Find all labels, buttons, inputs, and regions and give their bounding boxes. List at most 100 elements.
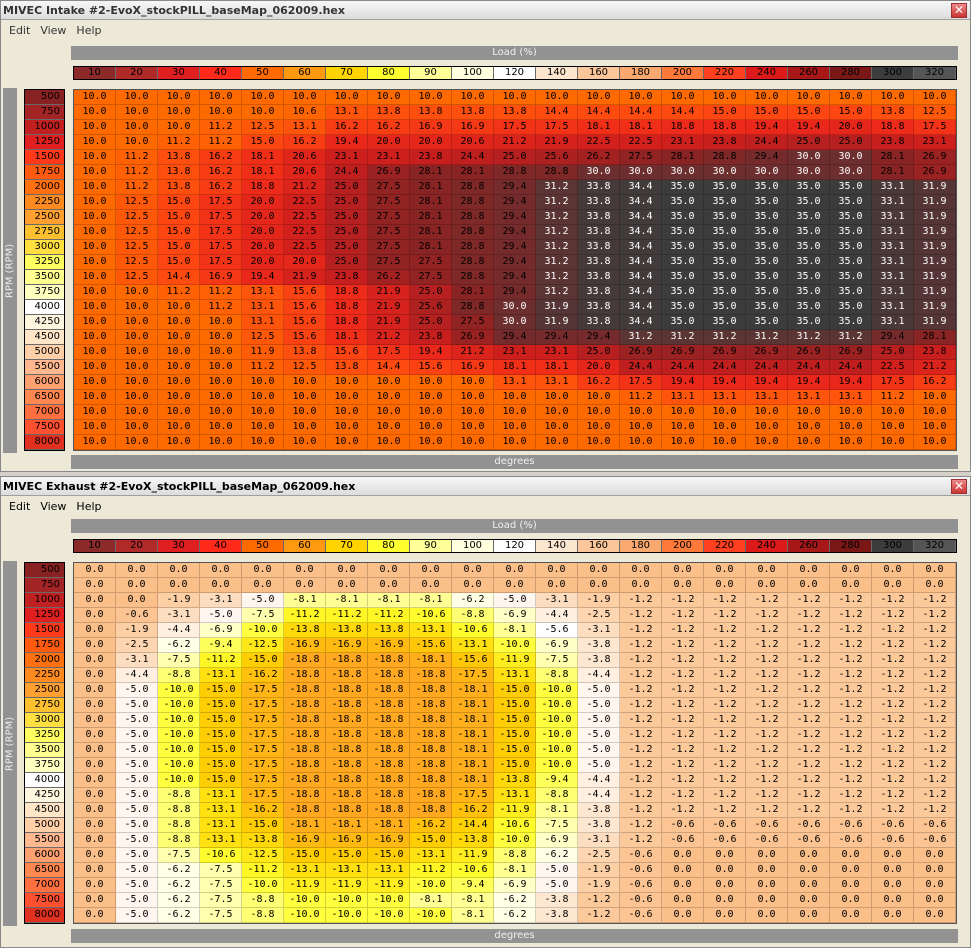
map-cell[interactable]: 10.0 [74, 90, 116, 105]
map-cell[interactable]: 31.2 [620, 330, 662, 345]
map-cell[interactable]: 10.0 [284, 435, 326, 450]
map-cell[interactable]: 0.0 [788, 908, 830, 923]
map-cell[interactable]: 10.0 [200, 315, 242, 330]
map-cell[interactable]: -1.2 [704, 743, 746, 758]
map-cell[interactable]: 17.5 [200, 195, 242, 210]
map-cell[interactable]: -8.1 [452, 893, 494, 908]
map-cell[interactable]: 10.6 [284, 105, 326, 120]
map-cell[interactable]: 15.0 [746, 105, 788, 120]
map-cell[interactable]: -1.2 [872, 683, 914, 698]
map-cell[interactable]: -1.2 [620, 743, 662, 758]
map-cell[interactable]: -18.8 [326, 728, 368, 743]
map-cell[interactable]: 30.0 [830, 165, 872, 180]
intake-menu-view[interactable]: View [40, 24, 67, 37]
map-cell[interactable]: 29.4 [494, 180, 536, 195]
map-cell[interactable]: -6.2 [158, 638, 200, 653]
map-cell[interactable]: 20.6 [284, 150, 326, 165]
map-cell[interactable]: 10.0 [788, 405, 830, 420]
exhaust-titlebar[interactable]: MIVEC Exhaust #2-EvoX_stockPILL_baseMap_… [1, 477, 970, 496]
map-cell[interactable]: -10.0 [158, 683, 200, 698]
map-cell[interactable]: 34.4 [620, 240, 662, 255]
map-cell[interactable]: -17.5 [242, 698, 284, 713]
map-cell[interactable]: -1.2 [578, 893, 620, 908]
map-cell[interactable]: -1.2 [704, 758, 746, 773]
map-cell[interactable]: -1.2 [914, 653, 956, 668]
map-cell[interactable]: 26.2 [578, 150, 620, 165]
map-cell[interactable]: 10.0 [200, 435, 242, 450]
map-cell[interactable]: -1.2 [788, 623, 830, 638]
map-cell[interactable]: -0.6 [788, 833, 830, 848]
map-cell[interactable]: 14.4 [368, 360, 410, 375]
map-cell[interactable]: 10.0 [242, 105, 284, 120]
map-cell[interactable]: 35.0 [662, 225, 704, 240]
map-cell[interactable]: 0.0 [872, 908, 914, 923]
map-cell[interactable]: 13.1 [494, 375, 536, 390]
map-cell[interactable]: 10.0 [410, 90, 452, 105]
map-cell[interactable]: -15.0 [494, 743, 536, 758]
map-cell[interactable]: -18.8 [368, 743, 410, 758]
map-cell[interactable]: 15.0 [242, 135, 284, 150]
map-cell[interactable]: 35.0 [704, 270, 746, 285]
map-cell[interactable]: -1.2 [914, 638, 956, 653]
map-cell[interactable]: 29.4 [494, 210, 536, 225]
map-cell[interactable]: 33.8 [578, 195, 620, 210]
map-cell[interactable]: -15.0 [200, 758, 242, 773]
map-cell[interactable]: 28.8 [452, 180, 494, 195]
map-cell[interactable]: 12.5 [116, 210, 158, 225]
map-cell[interactable]: 18.8 [326, 300, 368, 315]
map-cell[interactable]: 10.0 [830, 90, 872, 105]
map-cell[interactable]: 23.1 [368, 150, 410, 165]
map-cell[interactable]: 24.4 [746, 360, 788, 375]
map-cell[interactable]: 19.4 [746, 375, 788, 390]
map-cell[interactable]: -7.5 [200, 863, 242, 878]
map-cell[interactable]: 35.0 [704, 300, 746, 315]
map-cell[interactable]: -5.0 [116, 758, 158, 773]
map-cell[interactable]: 31.9 [914, 225, 956, 240]
map-cell[interactable]: 25.0 [326, 255, 368, 270]
map-cell[interactable]: 11.2 [158, 135, 200, 150]
map-cell[interactable]: 10.0 [662, 90, 704, 105]
map-cell[interactable]: 26.9 [914, 150, 956, 165]
map-cell[interactable]: -1.2 [746, 623, 788, 638]
map-cell[interactable]: -5.0 [116, 833, 158, 848]
map-cell[interactable]: -10.0 [368, 893, 410, 908]
map-cell[interactable]: 11.2 [200, 300, 242, 315]
map-cell[interactable]: 0.0 [830, 908, 872, 923]
map-cell[interactable]: 10.0 [158, 435, 200, 450]
map-cell[interactable]: -1.2 [872, 593, 914, 608]
map-cell[interactable]: 10.0 [578, 405, 620, 420]
map-cell[interactable]: -10.0 [284, 893, 326, 908]
map-cell[interactable]: 10.0 [116, 375, 158, 390]
map-cell[interactable]: -1.2 [788, 638, 830, 653]
map-cell[interactable]: -18.8 [284, 668, 326, 683]
map-cell[interactable]: 0.0 [74, 563, 116, 578]
map-cell[interactable]: 35.0 [746, 285, 788, 300]
map-cell[interactable]: 18.8 [662, 120, 704, 135]
map-cell[interactable]: -13.1 [326, 863, 368, 878]
map-cell[interactable]: 17.5 [200, 210, 242, 225]
map-cell[interactable]: -18.1 [452, 713, 494, 728]
map-cell[interactable]: -0.6 [914, 833, 956, 848]
map-cell[interactable]: 19.4 [326, 135, 368, 150]
map-cell[interactable]: 18.1 [242, 150, 284, 165]
map-cell[interactable]: 21.9 [368, 285, 410, 300]
map-cell[interactable]: 12.5 [284, 360, 326, 375]
map-cell[interactable]: -8.8 [158, 803, 200, 818]
map-cell[interactable]: -3.8 [578, 818, 620, 833]
map-cell[interactable]: 33.1 [872, 255, 914, 270]
map-cell[interactable]: -1.2 [830, 773, 872, 788]
map-cell[interactable]: 10.0 [410, 405, 452, 420]
map-cell[interactable]: 10.0 [494, 405, 536, 420]
map-cell[interactable]: -18.8 [368, 773, 410, 788]
map-cell[interactable]: -1.2 [704, 728, 746, 743]
map-cell[interactable]: 35.0 [788, 240, 830, 255]
map-cell[interactable]: -16.9 [326, 638, 368, 653]
map-cell[interactable]: -18.8 [284, 713, 326, 728]
map-cell[interactable]: 33.8 [578, 225, 620, 240]
map-cell[interactable]: -15.6 [452, 653, 494, 668]
map-cell[interactable]: -1.2 [788, 728, 830, 743]
map-cell[interactable]: -7.5 [536, 653, 578, 668]
map-cell[interactable]: 0.0 [74, 728, 116, 743]
map-cell[interactable]: -13.1 [200, 803, 242, 818]
map-cell[interactable]: -3.8 [536, 908, 578, 923]
